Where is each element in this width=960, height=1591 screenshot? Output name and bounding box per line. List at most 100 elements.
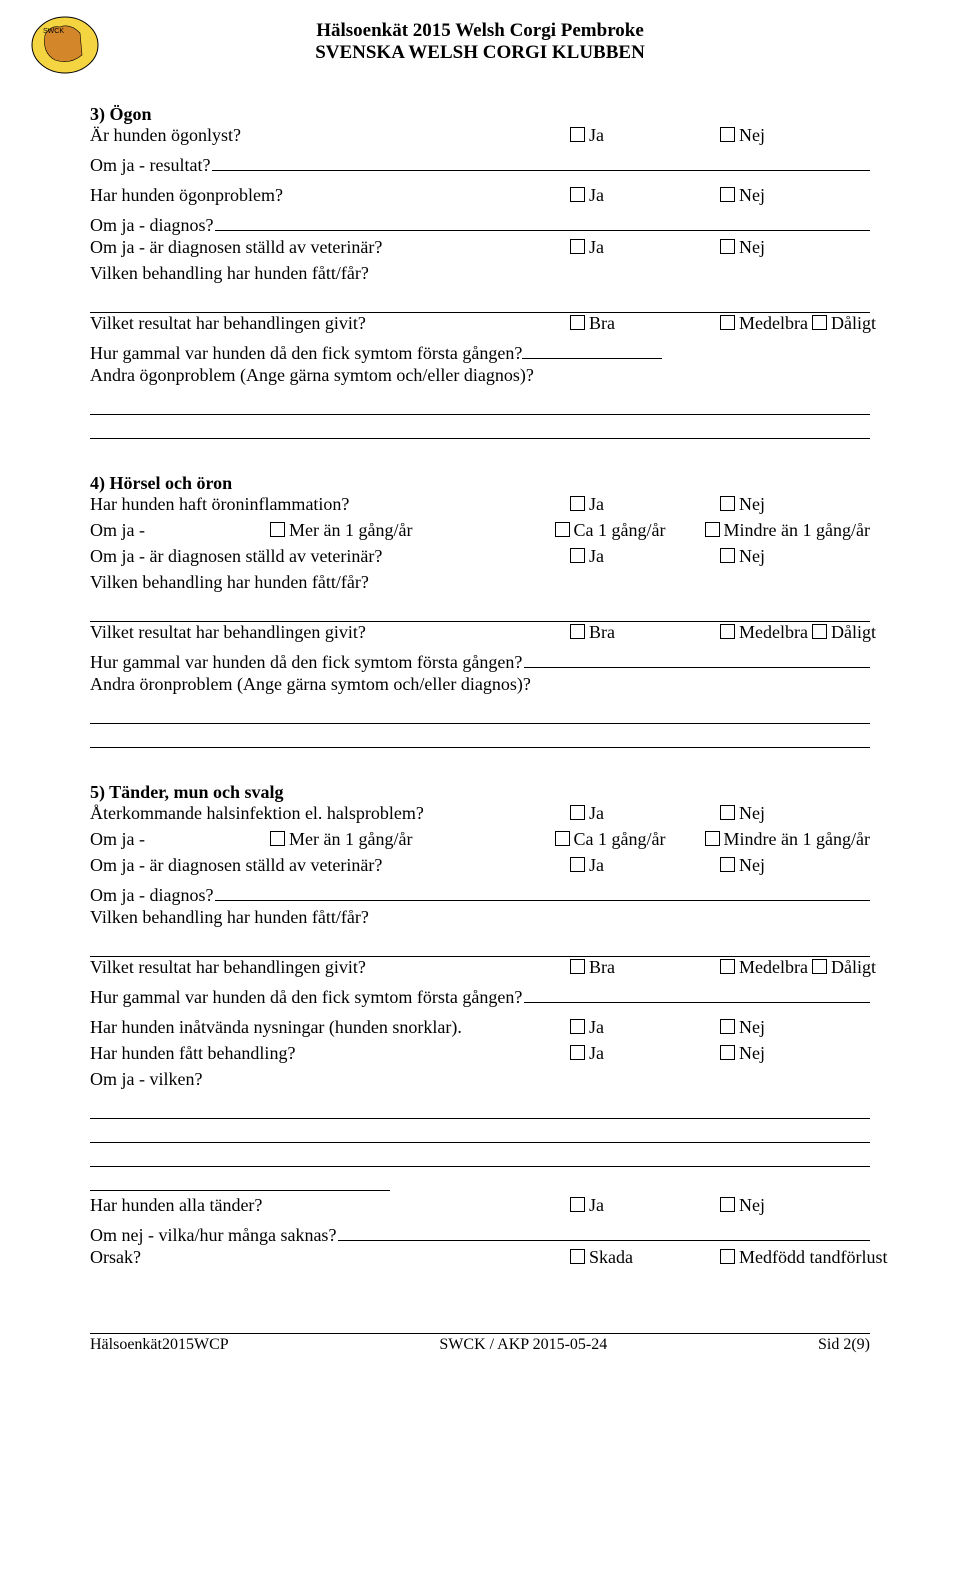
s3-q3-nej[interactable]: Nej <box>720 237 765 258</box>
s5-q8-ja[interactable]: Ja <box>570 1043 604 1064</box>
s5-q6-row: Hur gammal var hunden då den fick symtom… <box>90 983 870 1009</box>
s3-q3-row: Om ja - är diagnosen ställd av veterinär… <box>90 237 870 263</box>
s4-q3-nej[interactable]: Nej <box>720 546 765 567</box>
s5-q1-ja[interactable]: Ja <box>570 803 604 824</box>
s4-q5-daligt[interactable]: Dåligt <box>812 622 876 643</box>
s4-q5-medel[interactable]: Medelbra <box>720 622 808 643</box>
s5-q5-bra[interactable]: Bra <box>570 957 615 978</box>
s5-q4-row: Vilken behandling har hunden fått/får? <box>90 907 870 933</box>
s5-q2-label: Om ja - <box>90 829 270 850</box>
s4-q7-label: Andra öronproblem (Ange gärna symtom och… <box>90 674 531 695</box>
s5-q8-nej[interactable]: Nej <box>720 1043 765 1064</box>
s3-q7-input-2[interactable] <box>90 415 870 439</box>
s3-q1b-input[interactable] <box>212 151 870 171</box>
s3-q1b-label: Om ja - resultat? <box>90 155 210 176</box>
s3-q4-row: Vilken behandling har hunden fått/får? <box>90 263 870 289</box>
s5-q11-row: Om nej - vilka/hur många saknas? <box>90 1221 870 1247</box>
s3-q3-ja[interactable]: Ja <box>570 237 604 258</box>
s5-q8-label: Har hunden fått behandling? <box>90 1043 570 1064</box>
s5-q9-input-3[interactable] <box>90 1143 870 1167</box>
club-logo: SWCK <box>30 15 100 75</box>
s5-q11-label: Om nej - vilka/hur många saknas? <box>90 1225 336 1246</box>
s4-q3-ja[interactable]: Ja <box>570 546 604 567</box>
s5-q1-nej[interactable]: Nej <box>720 803 765 824</box>
s5-q4-label: Vilken behandling har hunden fått/får? <box>90 907 369 928</box>
s5-q7-ja[interactable]: Ja <box>570 1017 604 1038</box>
s5-q2-row: Om ja - Mer än 1 gång/år Ca 1 gång/år Mi… <box>90 829 870 855</box>
s5-q2-ca[interactable]: Ca 1 gång/år <box>555 829 666 850</box>
s5-q9-input-2[interactable] <box>90 1119 870 1143</box>
s3-q6-input[interactable] <box>522 339 662 359</box>
s5-q7-nej[interactable]: Nej <box>720 1017 765 1038</box>
s3-q4-label: Vilken behandling har hunden fått/får? <box>90 263 369 284</box>
s5-q7-label: Har hunden inåtvända nysningar (hunden s… <box>90 1017 570 1038</box>
s5-q4-input[interactable] <box>90 933 870 957</box>
s4-q5-label: Vilket resultat har behandlingen givit? <box>90 622 570 643</box>
section-3-title: 3) Ögon <box>90 104 870 125</box>
s3-q5-row: Vilket resultat har behandlingen givit? … <box>90 313 870 339</box>
s5-q3-nej[interactable]: Nej <box>720 855 765 876</box>
s4-q5-bra[interactable]: Bra <box>570 622 615 643</box>
s4-q7-row: Andra öronproblem (Ange gärna symtom och… <box>90 674 870 700</box>
s5-q6-input[interactable] <box>524 983 870 1003</box>
s5-q5-row: Vilket resultat har behandlingen givit? … <box>90 957 870 983</box>
s5-q12-label: Orsak? <box>90 1247 570 1268</box>
s3-q5-daligt[interactable]: Dåligt <box>812 313 876 334</box>
s5-q3b-label: Om ja - diagnos? <box>90 885 213 906</box>
s5-q8-row: Har hunden fått behandling? Ja Nej <box>90 1043 870 1069</box>
s5-q9-input-1[interactable] <box>90 1095 870 1119</box>
s5-q9-row: Om ja - vilken? <box>90 1069 870 1095</box>
s5-q5-daligt[interactable]: Dåligt <box>812 957 876 978</box>
s5-q9-input-4[interactable] <box>90 1167 390 1191</box>
s4-q1-ja[interactable]: Ja <box>570 494 604 515</box>
s3-q1-ja[interactable]: Ja <box>570 125 604 146</box>
section-4-title: 4) Hörsel och öron <box>90 473 870 494</box>
s3-q2-nej[interactable]: Nej <box>720 185 765 206</box>
s5-q10-nej[interactable]: Nej <box>720 1195 765 1216</box>
s5-q2-mindre[interactable]: Mindre än 1 gång/år <box>705 829 870 850</box>
header-title-2: SVENSKA WELSH CORGI KLUBBEN <box>90 42 870 64</box>
header-title-1: Hälsoenkät 2015 Welsh Corgi Pembroke <box>90 20 870 42</box>
s5-q3-ja[interactable]: Ja <box>570 855 604 876</box>
s4-q6-row: Hur gammal var hunden då den fick symtom… <box>90 648 870 674</box>
s5-q5-medel[interactable]: Medelbra <box>720 957 808 978</box>
s4-q2-mer[interactable]: Mer än 1 gång/år <box>270 520 412 541</box>
s3-q7-input-1[interactable] <box>90 391 870 415</box>
s3-q1-nej[interactable]: Nej <box>720 125 765 146</box>
s4-q2-mindre[interactable]: Mindre än 1 gång/år <box>705 520 870 541</box>
document-page: SWCK Hälsoenkät 2015 Welsh Corgi Pembrok… <box>0 0 960 1384</box>
s5-q3b-input[interactable] <box>215 881 870 901</box>
s4-q5-row: Vilket resultat har behandlingen givit? … <box>90 622 870 648</box>
s4-q6-input[interactable] <box>524 648 870 668</box>
s4-q7-input-1[interactable] <box>90 700 870 724</box>
s5-q10-ja[interactable]: Ja <box>570 1195 604 1216</box>
s3-q5-bra[interactable]: Bra <box>570 313 615 334</box>
s4-q1-row: Har hunden haft öroninflammation? Ja Nej <box>90 494 870 520</box>
s5-q3-label: Om ja - är diagnosen ställd av veterinär… <box>90 855 570 876</box>
s4-q4-input[interactable] <box>90 598 870 622</box>
s3-q1-label: Är hunden ögonlyst? <box>90 125 570 146</box>
s4-q7-input-2[interactable] <box>90 724 870 748</box>
s3-q6-row: Hur gammal var hunden då den fick symtom… <box>90 339 870 365</box>
s3-q3-label: Om ja - är diagnosen ställd av veterinär… <box>90 237 570 258</box>
s5-q9-label: Om ja - vilken? <box>90 1069 202 1090</box>
s5-q12-skada[interactable]: Skada <box>570 1247 633 1268</box>
s4-q3-row: Om ja - är diagnosen ställd av veterinär… <box>90 546 870 572</box>
s3-q5-label: Vilket resultat har behandlingen givit? <box>90 313 570 334</box>
s5-q1-row: Återkommande halsinfektion el. halsprobl… <box>90 803 870 829</box>
s3-q5-medel[interactable]: Medelbra <box>720 313 808 334</box>
s4-q2-ca[interactable]: Ca 1 gång/år <box>555 520 666 541</box>
svg-text:SWCK: SWCK <box>43 28 64 35</box>
s4-q2-row: Om ja - Mer än 1 gång/år Ca 1 gång/år Mi… <box>90 520 870 546</box>
s3-q2b-label: Om ja - diagnos? <box>90 215 213 236</box>
s5-q3b-row: Om ja - diagnos? <box>90 881 870 907</box>
s3-q4-input[interactable] <box>90 289 870 313</box>
s5-q2-mer[interactable]: Mer än 1 gång/år <box>270 829 412 850</box>
s5-q12-row: Orsak? Skada Medfödd tandförlust <box>90 1247 870 1273</box>
s3-q2b-row: Om ja - diagnos? <box>90 211 870 237</box>
s3-q2-ja[interactable]: Ja <box>570 185 604 206</box>
s5-q11-input[interactable] <box>338 1221 870 1241</box>
s3-q2b-input[interactable] <box>215 211 870 231</box>
s5-q12-medfodd[interactable]: Medfödd tandförlust <box>720 1247 887 1268</box>
s4-q1-nej[interactable]: Nej <box>720 494 765 515</box>
